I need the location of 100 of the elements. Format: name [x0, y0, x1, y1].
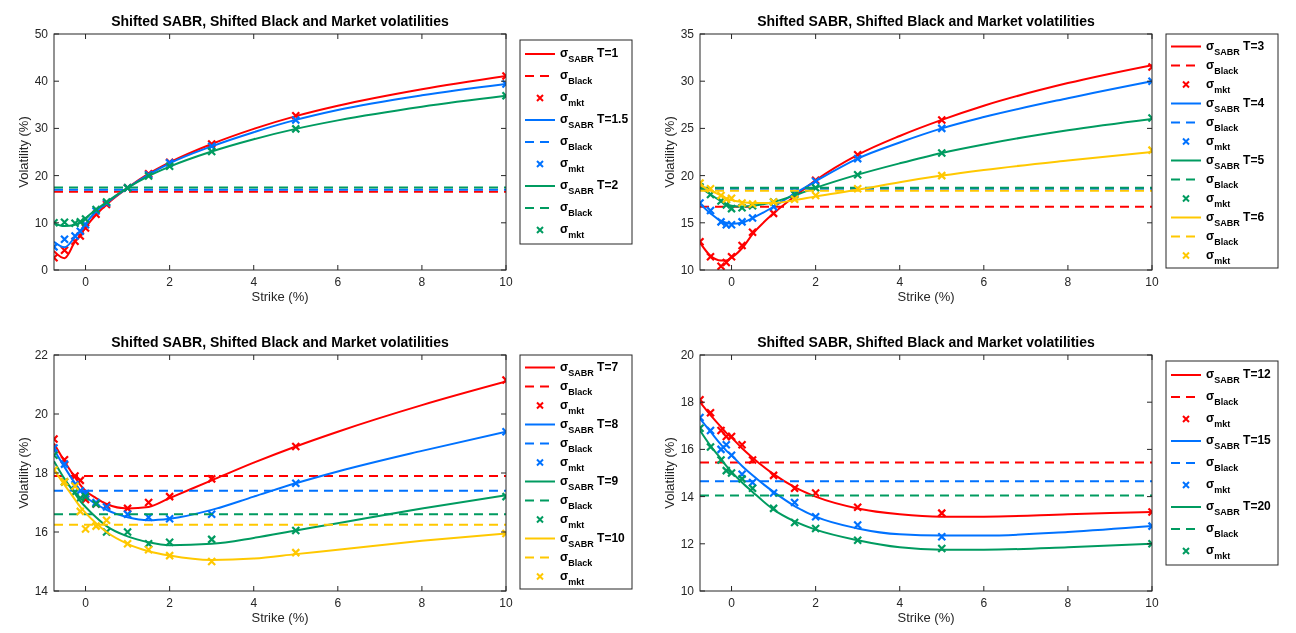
- x-axis-title: Strike (%): [897, 610, 955, 625]
- x-tick-label: 4: [250, 596, 258, 610]
- legend-label: σ$_{Black}$: [1206, 57, 1240, 76]
- y-tick-label: 15: [680, 215, 695, 230]
- legend-label: σ$_{Black}$: [560, 492, 594, 511]
- y-tick-label: 10: [680, 584, 695, 598]
- y-tick-label: 20: [680, 348, 695, 362]
- x-axis-title: Strike (%): [251, 610, 309, 625]
- legend-label: σ$_{SABR}$ T=1: [560, 46, 619, 64]
- y-tick-label: 12: [680, 536, 695, 551]
- legend-label: σ$_{Black}$: [560, 435, 594, 454]
- legend-label: σ$_{Black}$: [1206, 455, 1240, 473]
- x-tick-label: 0: [82, 596, 90, 610]
- legend-label: σ$_{mkt}$: [560, 511, 585, 530]
- y-tick-label: 20: [34, 168, 49, 183]
- x-tick-label: 2: [166, 596, 174, 610]
- y-tick-label: 14: [34, 584, 49, 598]
- legend-label: σ$_{Black}$: [1206, 114, 1240, 133]
- x-tick-label: 0: [728, 275, 736, 289]
- legend-label: σ$_{Black}$: [1206, 171, 1240, 190]
- chart-title: Shifted SABR, Shifted Black and Market volatilities: [757, 13, 1096, 29]
- legend-label: σ$_{mkt}$: [560, 568, 585, 587]
- y-axis-title: Volatility (%): [662, 116, 677, 188]
- legend-label: σ$_{mkt}$: [560, 156, 585, 174]
- y-tick-label: 10: [680, 263, 695, 277]
- legend-label: σ$_{mkt}$: [1206, 411, 1231, 429]
- legend-label: σ$_{SABR}$ T=7: [560, 359, 619, 378]
- y-tick-label: 16: [680, 442, 695, 457]
- legend-label: σ$_{SABR}$ T=2: [560, 178, 619, 196]
- legend-label: σ$_{mkt}$: [1206, 247, 1231, 266]
- x-tick-label: 4: [250, 275, 258, 289]
- y-tick-label: 0: [41, 263, 49, 277]
- legend-label: σ$_{mkt}$: [560, 222, 585, 240]
- legend-label: σ$_{mkt}$: [1206, 543, 1231, 561]
- legend-label: σ$_{mkt}$: [1206, 76, 1231, 95]
- x-axis-title: Strike (%): [251, 289, 309, 304]
- legend-label: σ$_{mkt}$: [560, 454, 585, 473]
- y-axis-title: Volatility (%): [662, 437, 677, 509]
- chart-title: Shifted SABR, Shifted Black and Market volatilities: [111, 13, 450, 29]
- x-tick-label: 0: [728, 596, 736, 610]
- legend-label: σ$_{mkt}$: [560, 90, 585, 108]
- y-tick-label: 10: [34, 215, 49, 230]
- legend-label: σ$_{SABR}$ T=4: [1206, 95, 1265, 114]
- legend-label: σ$_{SABR}$ T=8: [560, 416, 619, 435]
- legend-label: σ$_{Black}$: [1206, 521, 1240, 539]
- y-tick-label: 18: [680, 395, 695, 410]
- x-axis-title: Strike (%): [897, 289, 955, 304]
- y-tick-label: 35: [680, 27, 695, 41]
- legend-label: σ$_{SABR}$ T=9: [560, 473, 619, 492]
- x-tick-label: 6: [334, 596, 342, 610]
- legend-label: σ$_{SABR}$ T=5: [1206, 152, 1265, 171]
- chart-title: Shifted SABR, Shifted Black and Market volatilities: [757, 334, 1096, 350]
- x-tick-label: 8: [1064, 275, 1072, 289]
- y-tick-label: 25: [680, 121, 695, 136]
- legend-label: σ$_{mkt}$: [1206, 190, 1231, 209]
- y-tick-label: 18: [34, 466, 49, 480]
- legend-label: σ$_{mkt}$: [560, 397, 585, 416]
- legend-label: σ$_{mkt}$: [1206, 477, 1231, 495]
- x-tick-label: 2: [812, 275, 820, 289]
- x-tick-label: 8: [418, 275, 426, 289]
- x-tick-label: 8: [1064, 596, 1072, 610]
- legend-label: σ$_{SABR}$ T=6: [1206, 209, 1265, 228]
- legend-label: σ$_{Black}$: [560, 549, 594, 568]
- x-tick-label: 6: [980, 596, 988, 610]
- y-tick-label: 14: [680, 489, 695, 504]
- x-tick-label: 10: [499, 596, 513, 610]
- x-tick-label: 2: [812, 596, 820, 610]
- y-tick-label: 40: [34, 74, 49, 89]
- x-tick-label: 10: [499, 275, 513, 289]
- x-tick-label: 4: [896, 275, 904, 289]
- x-tick-label: 6: [334, 275, 342, 289]
- legend-label: σ$_{SABR}$ T=12: [1206, 367, 1272, 385]
- legend-label: σ$_{SABR}$ T=3: [1206, 38, 1265, 57]
- legend-label: σ$_{Black}$: [560, 134, 594, 152]
- x-tick-label: 0: [82, 275, 90, 289]
- legend-label: σ$_{SABR}$ T=20: [1206, 499, 1272, 517]
- x-tick-label: 10: [1145, 275, 1159, 289]
- x-tick-label: 2: [166, 275, 174, 289]
- legend-label: σ$_{SABR}$ T=15: [1206, 433, 1272, 451]
- legend-label: σ$_{Black}$: [560, 200, 594, 218]
- x-tick-label: 10: [1145, 596, 1159, 610]
- y-tick-label: 50: [34, 27, 49, 41]
- x-tick-label: 8: [418, 596, 426, 610]
- y-tick-label: 30: [680, 74, 695, 89]
- legend-label: σ$_{mkt}$: [1206, 133, 1231, 152]
- chart-title: Shifted SABR, Shifted Black and Market volatilities: [111, 334, 450, 350]
- legend-label: σ$_{Black}$: [560, 68, 594, 86]
- y-axis-title: Volatility (%): [16, 437, 31, 509]
- legend-label: σ$_{Black}$: [560, 378, 594, 397]
- legend-label: σ$_{SABR}$ T=1.5: [560, 112, 629, 130]
- y-tick-label: 22: [34, 348, 49, 362]
- x-tick-label: 4: [896, 596, 904, 610]
- y-tick-label: 30: [34, 121, 49, 136]
- legend-label: σ$_{Black}$: [1206, 228, 1240, 247]
- legend-label: σ$_{SABR}$ T=10: [560, 530, 626, 549]
- y-axis-title: Volatility (%): [16, 116, 31, 188]
- y-tick-label: 16: [34, 525, 49, 539]
- x-tick-label: 6: [980, 275, 988, 289]
- legend-label: σ$_{Black}$: [1206, 389, 1240, 407]
- y-tick-label: 20: [34, 407, 49, 421]
